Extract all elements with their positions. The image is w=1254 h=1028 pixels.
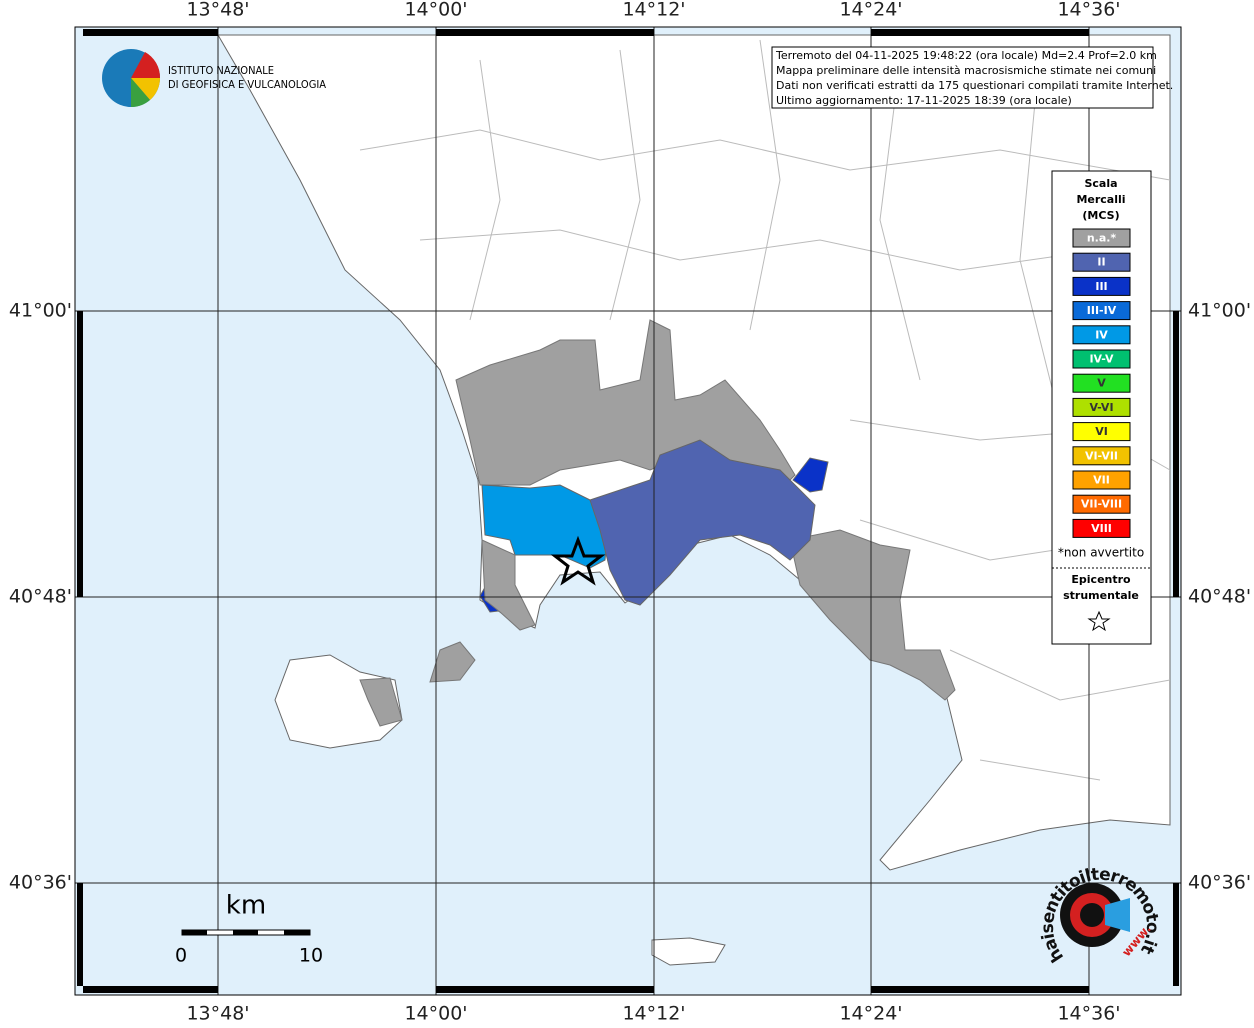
legend-swatch	[1072, 301, 1131, 321]
legend-label: III	[1095, 280, 1107, 293]
area-na	[481, 539, 536, 631]
legend-swatch	[1072, 446, 1131, 466]
legend-label: VIII	[1091, 522, 1112, 535]
lat-label: 40°48'	[1188, 586, 1251, 608]
island-ischia	[274, 654, 403, 749]
lat-label: 40°36'	[1188, 872, 1251, 894]
legend-epicenter: Epicentro	[1071, 573, 1131, 586]
lon-label: 14°12'	[622, 0, 685, 21]
legend-swatch	[1072, 518, 1131, 538]
legend-swatch	[1072, 397, 1131, 417]
legend-label: IV	[1095, 328, 1108, 341]
legend-swatch	[1072, 470, 1131, 490]
legend: Scala Mercalli (MCS) *non avvertito Epic…	[1051, 170, 1152, 645]
island-procida	[429, 641, 476, 683]
legend-label: IV-V	[1089, 353, 1114, 366]
legend-swatch	[1072, 422, 1131, 442]
legend-label: II	[1097, 256, 1105, 269]
lon-label: 14°00'	[404, 1003, 467, 1025]
legend-swatch	[1072, 228, 1131, 248]
area-iii	[792, 457, 829, 493]
info-line: Dati non verificati estratti da 175 ques…	[776, 79, 1173, 92]
area-iv	[481, 484, 611, 569]
legend-label: III-IV	[1087, 304, 1117, 317]
lon-label: 14°36'	[1057, 1003, 1120, 1025]
lon-label: 14°24'	[839, 0, 902, 21]
legend-label: VII	[1093, 474, 1110, 487]
legend-label: VI-VII	[1085, 449, 1118, 462]
legend-note: *non avvertito	[1058, 546, 1144, 560]
coordinate-labels: 13°48' 13°48' 14°00' 14°00' 14°12' 14°12' 14°2…	[9, 0, 1251, 1025]
municipal-borders	[359, 39, 1171, 781]
map-frame	[74, 26, 1182, 996]
lat-label: 40°36'	[9, 872, 72, 894]
lat-label: 41°00'	[9, 300, 72, 322]
info-line: Ultimo aggiornamento: 17-11-2025 18:39 (…	[776, 94, 1072, 107]
lon-label: 14°24'	[839, 1003, 902, 1025]
scale-unit: km	[226, 891, 266, 921]
legend-epicenter: strumentale	[1063, 589, 1139, 602]
legend-title: Mercalli	[1076, 193, 1125, 206]
legend-label: n.a.*	[1087, 232, 1117, 245]
island-capri	[651, 937, 726, 966]
legend-label: VI	[1095, 425, 1108, 438]
legend-swatch	[1072, 325, 1131, 345]
info-line: Mappa preliminare delle intensità macros…	[776, 64, 1156, 77]
legend-swatch	[1072, 252, 1131, 272]
info-box: Terremoto del 04-11-2025 19:48:22 (ora l…	[771, 46, 1173, 109]
scale-bar: km 0 10	[175, 891, 323, 967]
scale-tick: 10	[299, 945, 323, 967]
legend-swatch	[1072, 494, 1131, 514]
lon-label: 14°00'	[404, 0, 467, 21]
legend-swatch	[1072, 276, 1131, 296]
area-na	[789, 529, 956, 701]
legend-title: (MCS)	[1082, 209, 1119, 222]
area-na	[359, 677, 403, 727]
legend-swatch	[1072, 349, 1131, 369]
legend-swatch	[1072, 373, 1131, 393]
lat-label: 40°48'	[9, 586, 72, 608]
legend-star	[1087, 610, 1111, 632]
epicenter-star	[550, 535, 606, 586]
lon-label: 13°48'	[186, 0, 249, 21]
lat-label: 41°00'	[1188, 300, 1251, 322]
legend-title: Scala	[1084, 177, 1117, 190]
lon-label: 14°36'	[1057, 0, 1120, 21]
legend-label: V-VI	[1089, 401, 1113, 414]
info-line: Terremoto del 04-11-2025 19:48:22 (ora l…	[775, 49, 1157, 62]
area-ii	[589, 439, 816, 606]
area-na	[455, 319, 796, 486]
scale-tick: 0	[175, 945, 187, 967]
lon-label: 13°48'	[186, 1003, 249, 1025]
ingv-logo: ISTITUTO NAZIONALE DI GEOFISICA E VULCAN…	[102, 49, 326, 108]
legend-label: VII-VIII	[1081, 498, 1122, 511]
graticule	[75, 27, 1181, 995]
institute-line: ISTITUTO NAZIONALE	[168, 64, 274, 77]
institute-line: DI GEOFISICA E VULCANOLOGIA	[168, 78, 326, 91]
legend-label: V	[1097, 377, 1106, 390]
lon-label: 14°12'	[622, 1003, 685, 1025]
